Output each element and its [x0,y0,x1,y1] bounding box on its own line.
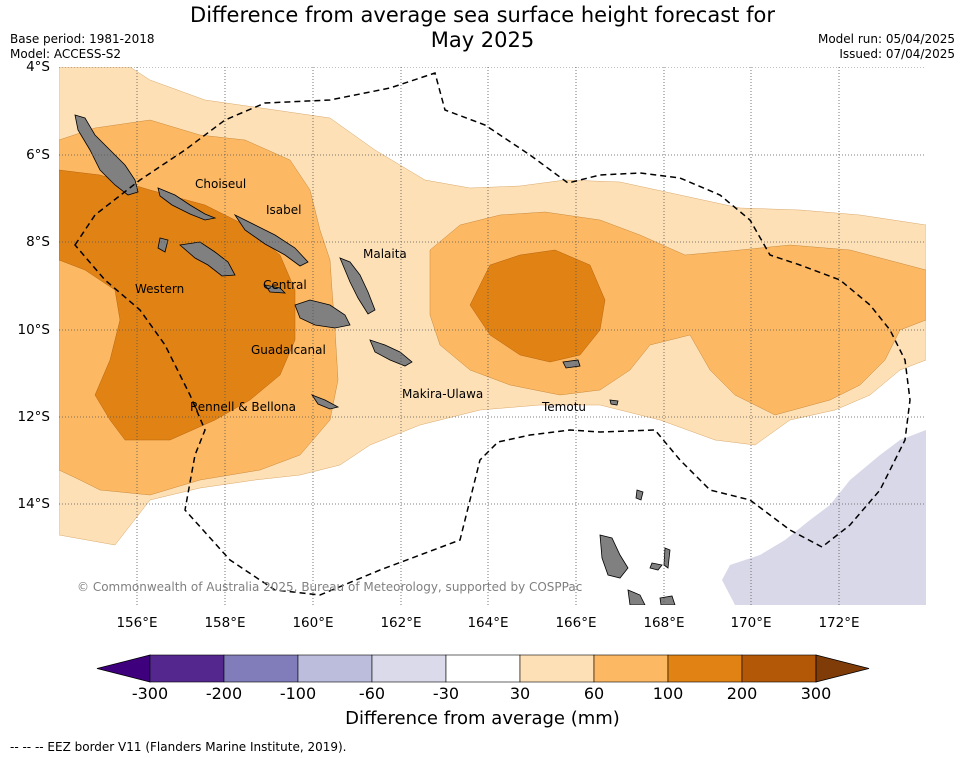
lat-label-10s: 10°S [17,322,51,338]
island-efate [659,595,676,605]
colorbar-extend-low [96,654,151,683]
region-label-guadalcanal: Guadalcanal [251,343,326,357]
issued-text: Issued: 07/04/2025 [839,47,955,61]
colorbar-segment [297,654,373,683]
colorbar-tick: -200 [205,684,243,703]
colorbar-tick: 60 [583,684,605,703]
lon-label-164e: 164°E [467,615,509,631]
island-vella [157,237,169,253]
island-banks [635,489,644,501]
region-label-temotu: Temotu [542,400,587,414]
lat-label-4s: 4°S [26,59,50,75]
colorbar-title: Difference from average (mm) [345,708,620,729]
map-title-line1: Difference from average sea surface heig… [190,3,775,27]
colorbar-tick: 300 [800,684,832,703]
colorbar-tick: -30 [432,684,460,703]
map-title-line2: May 2025 [430,28,535,52]
island-bougainville [74,114,139,196]
island-malaita [339,257,376,315]
island-choiseul [157,187,217,221]
region-label-western: Western [135,282,185,296]
colorbar-tick: -60 [358,684,386,703]
island-guadalcanal [294,299,351,329]
anomaly-band-neg-30-60 [722,430,926,605]
eez-legend-note: -- -- -- EEZ border V11 (Flanders Marine… [10,740,347,754]
island-espiritu-santo [599,534,629,579]
colorbar-tick: 100 [652,684,684,703]
lon-label-168e: 168°E [643,615,685,631]
model-text: Model: ACCESS-S2 [10,47,122,61]
lon-label-162e: 162°E [380,615,422,631]
lon-label-158e: 158°E [204,615,246,631]
lat-label-14s: 14°S [17,496,51,512]
lat-label-6s: 6°S [26,147,50,163]
region-label-malaita: Malaita [363,247,407,261]
island-florida [264,284,287,294]
colorbar-segment [371,654,447,683]
colorbar-segment [593,654,669,683]
base-period-text: Base period: 1981-2018 [10,32,155,46]
lat-label-12s: 12°S [17,409,51,425]
colorbar-segment [741,654,817,683]
lon-label-156e: 156°E [116,615,158,631]
region-label-central: Central [263,278,307,292]
model-run-text: Model run: 05/04/2025 [817,32,955,46]
lon-label-170e: 170°E [730,615,772,631]
lat-label-8s: 8°S [26,234,50,250]
islands [74,114,676,605]
island-makira [369,339,413,367]
lon-label-166e: 166°E [555,615,597,631]
island-rennell [310,394,340,410]
colorbar-extend-high [815,654,870,683]
colorbar-segment [667,654,743,683]
map-title: Difference from average sea surface heig… [0,3,965,53]
colorbar-tick: -100 [279,684,317,703]
island-vanikoro [609,399,619,406]
colorbar-segment [149,654,225,683]
meta-right: Model run: 05/04/2025 Issued: 07/04/2025 [818,32,955,62]
region-label-rennell-bellona: Rennell & Bellona [190,400,297,414]
meta-left: Base period: 1981-2018 Model: ACCESS-S2 [10,32,155,62]
lon-label-172e: 172°E [818,615,860,631]
island-isabel [233,213,309,267]
colorbar [96,654,870,683]
copyright-text: © Commonwealth of Australia 2025, Bureau… [77,580,583,594]
anomaly-band-100-200-west [59,169,296,441]
map-plot-area [59,67,926,605]
colorbar-tick: -300 [131,684,169,703]
island-new-georgia [179,241,236,277]
island-malakula [627,589,646,605]
colorbar-segment [223,654,299,683]
region-label-choiseul: Choiseul [195,177,247,191]
colorbar-tick: 200 [726,684,758,703]
region-label-makira-ulawa: Makira-Ulawa [402,387,484,401]
anomaly-band-100-200-east [469,249,606,363]
island-ambae [649,562,663,571]
region-label-isabel: Isabel [266,203,302,217]
colorbar-segment [445,654,521,683]
colorbar-segment [519,654,595,683]
lon-label-160e: 160°E [292,615,334,631]
colorbar-tick: 30 [509,684,531,703]
gridlines [59,67,926,605]
